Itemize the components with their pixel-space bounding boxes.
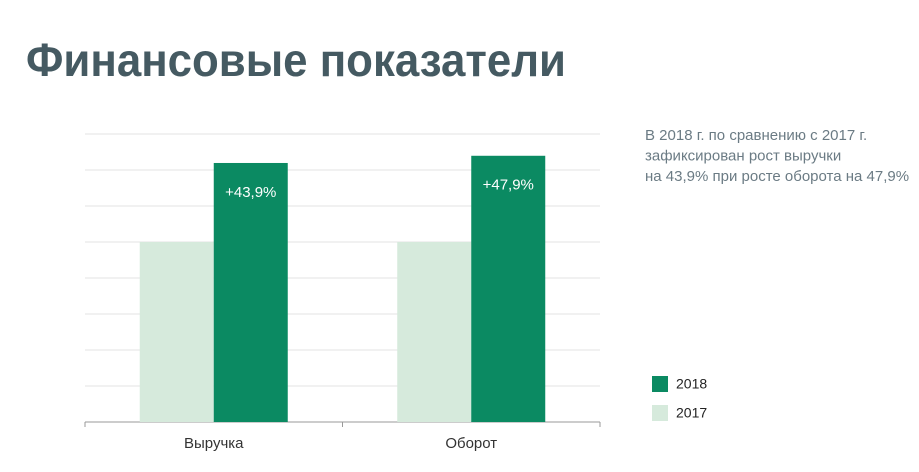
bar: [139, 242, 214, 422]
legend-swatch: [652, 405, 668, 421]
legend-swatch: [652, 376, 668, 392]
x-tick-label: Оборот: [445, 435, 497, 452]
x-tick-label: Выручка: [184, 435, 244, 452]
bar-annotation: +43,9%: [225, 184, 276, 201]
legend-label: 2018: [676, 376, 707, 392]
legend-label: 2017: [676, 405, 707, 421]
bar: [471, 155, 546, 422]
note-line: В 2018 г. по сравнению с 2017 г.: [645, 127, 867, 144]
chart-title: Финансовые показатели: [26, 34, 566, 86]
bar-annotation: +47,9%: [483, 177, 534, 194]
note-line: зафиксирован рост выручки: [645, 147, 841, 164]
bar: [397, 242, 472, 422]
note-line: на 43,9% при росте оборота на 47,9%: [645, 168, 909, 185]
bar: [213, 162, 288, 423]
